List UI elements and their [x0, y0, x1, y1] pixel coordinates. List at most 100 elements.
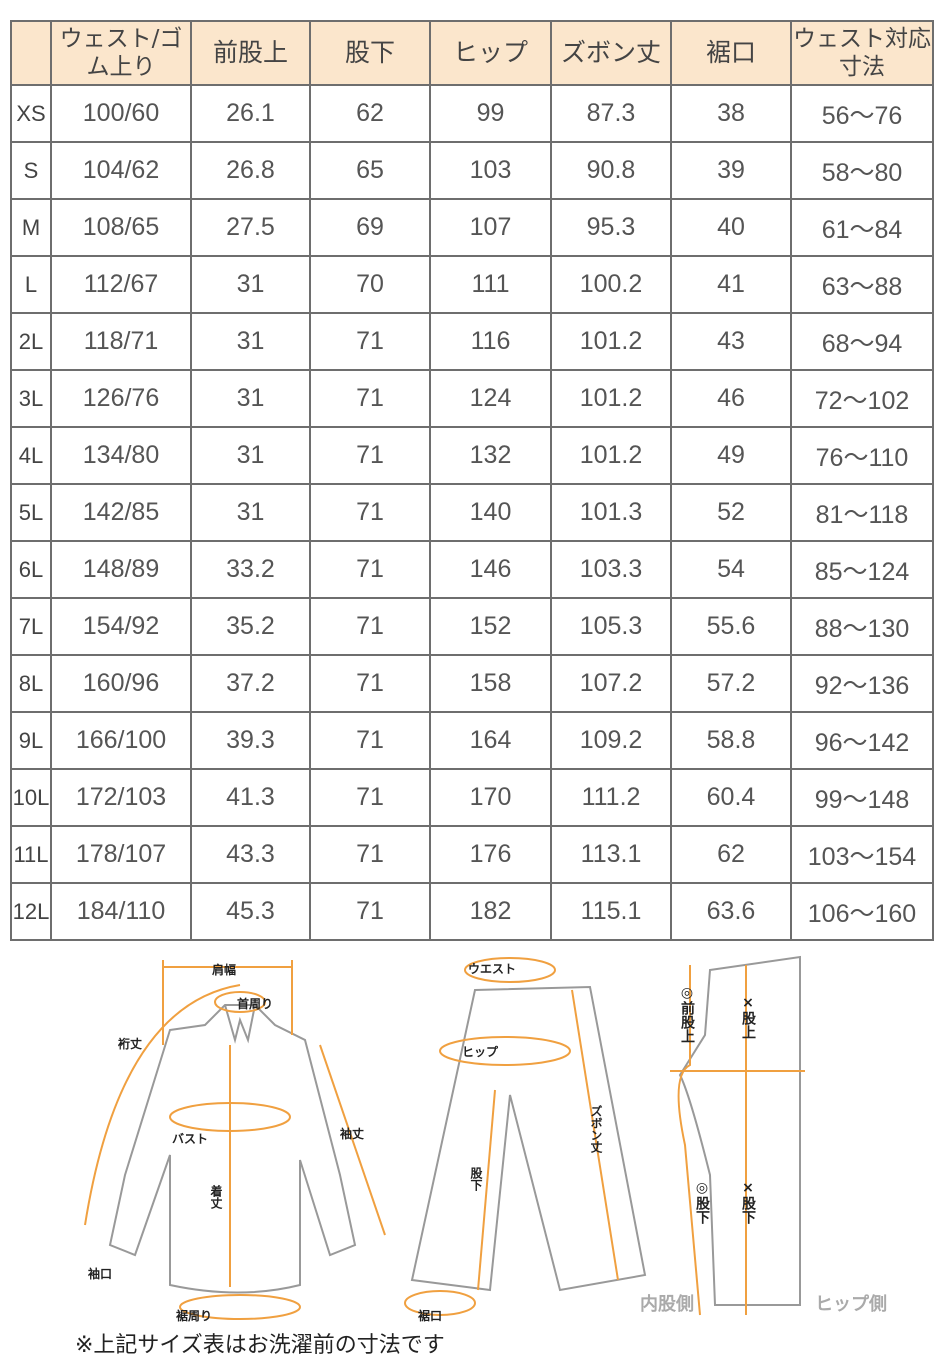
table-cell: 52: [670, 483, 792, 542]
table-cell: 184/110: [50, 882, 192, 941]
table-row: 6L 148/89 33.2 71 146 103.3 54 85～124: [10, 540, 934, 599]
table-cell: 71: [309, 768, 431, 827]
table-cell: 101.3: [550, 483, 672, 542]
size-label: 10L: [10, 768, 52, 827]
table-cell: 107: [429, 198, 552, 257]
table-cell: 71: [309, 711, 431, 770]
table-cell: 88～130: [790, 597, 934, 656]
table-cell: 105.3: [550, 597, 672, 656]
table-cell: 57.2: [670, 654, 792, 713]
column-header: ズボン丈: [550, 20, 672, 86]
table-cell: 26.1: [190, 84, 311, 143]
measurement-diagram: 肩幅 首周り 裄丈 袖丈 バスト 着丈 袖口 裾周り ウエスト ヒップ 股下 ズ…: [0, 945, 940, 1360]
table-row: M 108/65 27.5 69 107 95.3 40 61～84: [10, 198, 934, 257]
size-label: 3L: [10, 369, 52, 428]
size-label: XS: [10, 84, 52, 143]
table-cell: 63～88: [790, 255, 934, 314]
size-label: 5L: [10, 483, 52, 542]
label-sleeve: 袖丈: [340, 1127, 365, 1141]
table-row: 8L 160/96 37.2 71 158 107.2 57.2 92～136: [10, 654, 934, 713]
size-label: 8L: [10, 654, 52, 713]
table-cell: 71: [309, 312, 431, 371]
table-row: 12L 184/110 45.3 71 182 115.1 63.6 106～160: [10, 882, 934, 941]
label-hip: ヒップ: [462, 1045, 499, 1059]
table-cell: 118/71: [50, 312, 192, 371]
size-label: 2L: [10, 312, 52, 371]
table-cell: 33.2: [190, 540, 311, 599]
table-cell: 104/62: [50, 141, 192, 200]
label-inseam-good: ◎股下: [694, 1180, 710, 1224]
table-cell: 62: [309, 84, 431, 143]
label-hem: 裾周り: [176, 1309, 213, 1323]
table-cell: 101.2: [550, 426, 672, 485]
table-cell: 178/107: [50, 825, 192, 884]
table-row: L 112/67 31 70 111 100.2 41 63～88: [10, 255, 934, 314]
table-cell: 92～136: [790, 654, 934, 713]
table-row: 9L 166/100 39.3 71 164 109.2 58.8 96～142: [10, 711, 934, 770]
table-cell: 109.2: [550, 711, 672, 770]
table-cell: 43: [670, 312, 792, 371]
table-cell: 60.4: [670, 768, 792, 827]
table-cell: 39.3: [190, 711, 311, 770]
table-cell: 126/76: [50, 369, 192, 428]
column-header: ウェスト対応寸法: [790, 20, 934, 86]
table-cell: 38: [670, 84, 792, 143]
label-inner-side: 内股側: [640, 1294, 694, 1315]
table-cell: 31: [190, 369, 311, 428]
table-cell: 172/103: [50, 768, 192, 827]
table-cell: 41: [670, 255, 792, 314]
table-cell: 35.2: [190, 597, 311, 656]
size-label: 11L: [10, 825, 52, 884]
table-cell: 140: [429, 483, 552, 542]
table-row: XS 100/60 26.1 62 99 87.3 38 56～76: [10, 84, 934, 143]
table-cell: 71: [309, 597, 431, 656]
label-length: 着丈: [209, 1185, 223, 1209]
table-cell: 45.3: [190, 882, 311, 941]
table-cell: 62: [670, 825, 792, 884]
table-cell: 103～154: [790, 825, 934, 884]
table-cell: 142/85: [50, 483, 192, 542]
label-waist: ウエスト: [468, 962, 517, 976]
label-front-rise: ◎前股上: [679, 985, 695, 1043]
label-yuki: 裄丈: [118, 1037, 143, 1051]
table-cell: 170: [429, 768, 552, 827]
label-pants-length: ズボン丈: [589, 1105, 603, 1153]
column-header: ウェスト/ゴム上り: [50, 20, 192, 86]
table-cell: 46: [670, 369, 792, 428]
size-table: ウェスト/ゴム上り 前股上 股下 ヒップ ズボン丈 裾口 ウェスト対応寸法 XS 100/60…: [10, 20, 934, 941]
table-cell: 111: [429, 255, 552, 314]
table-cell: 61～84: [790, 198, 934, 257]
table-cell: 152: [429, 597, 552, 656]
table-row: 4L 134/80 31 71 132 101.2 49 76～110: [10, 426, 934, 485]
table-cell: 69: [309, 198, 431, 257]
table-row: 2L 118/71 31 71 116 101.2 43 68～94: [10, 312, 934, 371]
table-row: 3L 126/76 31 71 124 101.2 46 72～102: [10, 369, 934, 428]
table-cell: 71: [309, 540, 431, 599]
label-hip-side: ヒップ側: [815, 1294, 887, 1315]
table-cell: 39: [670, 141, 792, 200]
table-cell: 103: [429, 141, 552, 200]
table-cell: 58～80: [790, 141, 934, 200]
table-cell: 71: [309, 882, 431, 941]
table-cell: 112/67: [50, 255, 192, 314]
table-cell: 65: [309, 141, 431, 200]
size-label: 6L: [10, 540, 52, 599]
table-cell: 71: [309, 825, 431, 884]
table-cell: 27.5: [190, 198, 311, 257]
garment-illustration: [84, 955, 805, 1320]
label-neck: 首周り: [237, 997, 274, 1011]
table-cell: 85～124: [790, 540, 934, 599]
table-cell: 158: [429, 654, 552, 713]
table-cell: 115.1: [550, 882, 672, 941]
table-cell: 70: [309, 255, 431, 314]
label-rise-wrong: ×股上: [740, 995, 756, 1039]
table-cell: 63.6: [670, 882, 792, 941]
table-cell: 101.2: [550, 312, 672, 371]
table-cell: 95.3: [550, 198, 672, 257]
table-cell: 106～160: [790, 882, 934, 941]
column-header: 裾口: [670, 20, 792, 86]
table-cell: 41.3: [190, 768, 311, 827]
size-label: 9L: [10, 711, 52, 770]
footnote: ※上記サイズ表はお洗濯前の寸法です: [75, 1333, 445, 1358]
table-cell: 113.1: [550, 825, 672, 884]
